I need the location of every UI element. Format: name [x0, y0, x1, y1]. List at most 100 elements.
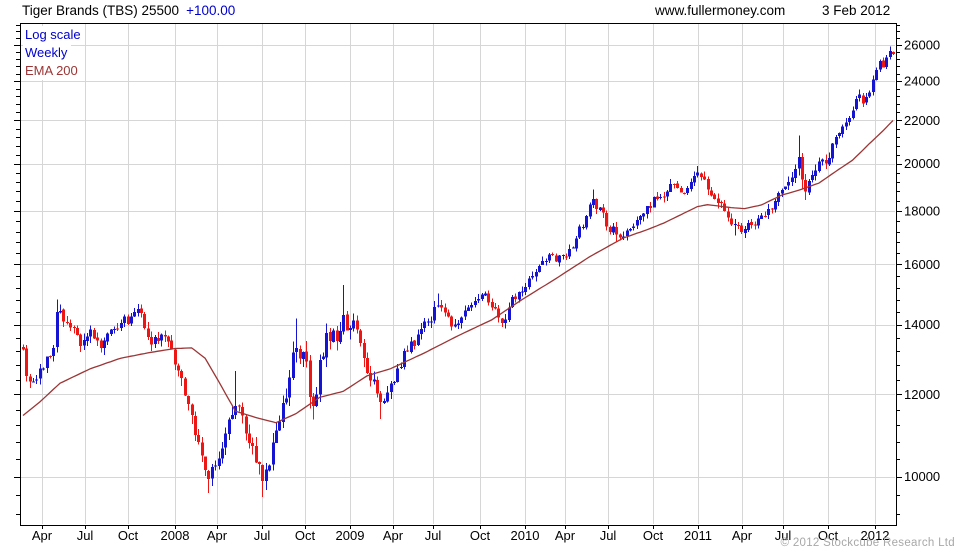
candle-body	[93, 330, 96, 339]
candle-body	[646, 206, 649, 215]
gridlines	[21, 24, 895, 524]
x-tick-label: Oct	[470, 528, 491, 543]
candle-body	[180, 371, 183, 378]
candle-body	[437, 305, 440, 307]
candle-body	[568, 248, 571, 257]
candle-body	[56, 311, 59, 347]
candle-body	[450, 316, 453, 327]
candle-body	[882, 60, 885, 68]
candle-body	[474, 301, 477, 306]
candle-body	[794, 169, 797, 179]
candle-body	[524, 287, 527, 292]
candle-body	[656, 196, 659, 199]
candle-body	[433, 307, 436, 321]
x-tick-label: Apr	[32, 528, 53, 543]
candle-body	[798, 156, 801, 169]
candle-body	[464, 310, 467, 317]
candle-body	[278, 421, 281, 431]
candle-body	[164, 335, 167, 337]
candle-body	[319, 359, 322, 395]
candle-body	[477, 299, 480, 301]
candle-body	[35, 379, 38, 381]
candle-body	[160, 334, 163, 341]
candle-body	[417, 334, 420, 346]
candle-body	[690, 181, 693, 189]
candle-body	[66, 321, 69, 323]
candle-body	[754, 224, 757, 226]
candle-body	[420, 328, 423, 335]
candle-body	[352, 320, 355, 329]
candle-body	[366, 358, 369, 373]
candle-body	[767, 208, 770, 216]
candle-body	[582, 226, 585, 228]
candle-body	[177, 365, 180, 371]
candle-body	[875, 70, 878, 81]
candle-body	[207, 471, 210, 479]
price-change: +100.00	[186, 3, 236, 18]
candle-body	[825, 159, 828, 164]
candle-body	[680, 187, 683, 193]
candle-body	[885, 57, 888, 68]
candle-body	[491, 302, 494, 308]
candle-body	[457, 323, 460, 326]
candle-body	[73, 326, 76, 328]
candle-body	[757, 218, 760, 226]
candle-body	[285, 398, 288, 403]
x-tick-label: 2008	[161, 528, 190, 543]
candle-body	[329, 332, 332, 342]
chart-header: Tiger Brands (TBS) 25500 +100.00	[22, 3, 235, 18]
candle-body	[578, 226, 581, 238]
candle-body	[120, 323, 123, 328]
candle-body	[231, 415, 234, 420]
plot-border	[20, 23, 897, 526]
candle-body	[430, 321, 433, 323]
candle-body	[565, 256, 568, 258]
candle-body	[720, 201, 723, 203]
candle-body	[413, 340, 416, 347]
candle-body	[862, 95, 865, 104]
candle-body	[666, 191, 669, 197]
x-tick-label: 2012	[861, 528, 890, 543]
copyright-text: © 2012 Stockcube Research Ltd	[780, 537, 955, 549]
candle-body	[258, 462, 261, 465]
x-tick-label: Jul	[425, 528, 442, 543]
candle-body	[86, 336, 89, 342]
ema-layer	[22, 120, 894, 424]
candle-body	[737, 224, 740, 226]
candle-body	[771, 208, 774, 210]
candle-body	[396, 368, 399, 383]
candle-body	[669, 183, 672, 192]
candle-body	[46, 356, 49, 368]
candle-body	[514, 296, 517, 299]
candle-body	[683, 193, 686, 195]
candle-body	[686, 187, 689, 194]
candle-body	[744, 229, 747, 233]
candle-body	[504, 319, 507, 323]
candle-body	[103, 340, 106, 349]
chart-title: Tiger Brands (TBS) 25500	[22, 3, 180, 18]
candle-body	[889, 51, 892, 57]
candle-body	[562, 255, 565, 257]
candle-body	[238, 405, 241, 407]
candle-body	[282, 402, 285, 422]
candle-body	[838, 132, 841, 137]
candle-body	[336, 330, 339, 342]
candle-body	[342, 315, 345, 332]
candle-body	[167, 336, 170, 342]
candle-body	[248, 433, 251, 443]
y-tick-label: 22000	[904, 113, 940, 128]
candle-body	[113, 329, 116, 331]
candle-body	[106, 333, 109, 342]
candle-body	[764, 216, 767, 218]
candle-body	[609, 226, 612, 233]
candle-body	[191, 404, 194, 416]
candle-body	[535, 271, 538, 277]
candle-body	[747, 223, 750, 231]
candle-body	[427, 321, 430, 323]
candle-body	[130, 316, 133, 324]
candle-body	[696, 172, 699, 176]
candle-body	[845, 122, 848, 127]
candle-body	[400, 367, 403, 369]
